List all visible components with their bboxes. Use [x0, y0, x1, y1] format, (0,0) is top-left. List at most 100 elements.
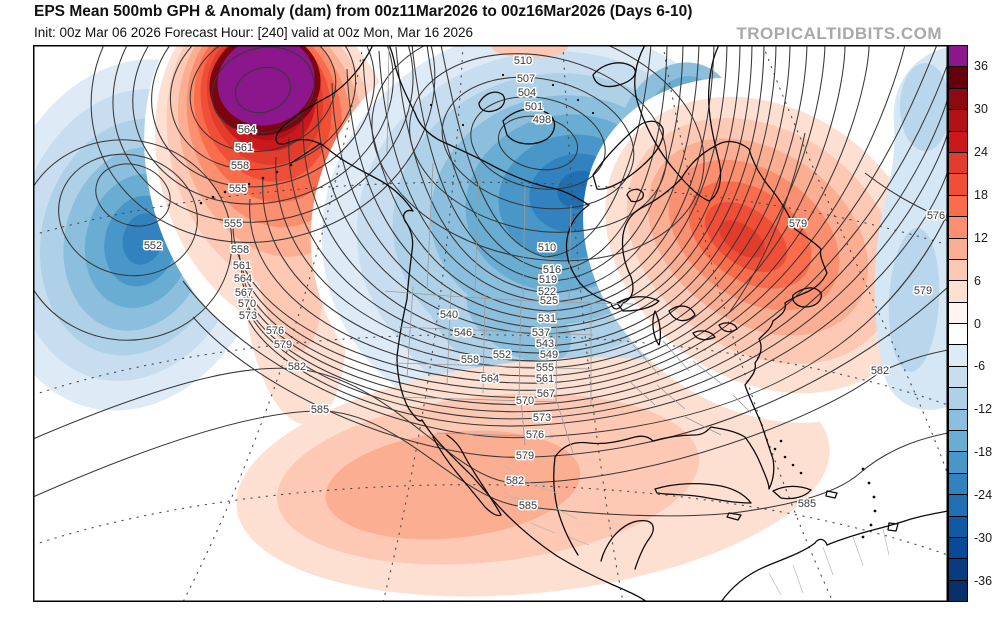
contour-label: 561	[235, 142, 253, 154]
contour-anomaly-map: 5105075045014985645615585555555585615645…	[0, 0, 953, 603]
colorbar-cell	[949, 472, 967, 495]
contour-label: 558	[231, 160, 249, 172]
contour-label: 582	[506, 475, 524, 487]
colorbar-tick-labels: 36 30 24 18 12 6 0 -6 -12 -18 -24 -30 -36	[972, 45, 1000, 602]
colorbar-cell	[949, 194, 967, 217]
contour-label: 579	[789, 218, 807, 230]
contour-label: 561	[233, 260, 251, 272]
colorbar-cell	[949, 323, 967, 345]
contour-label: 585	[798, 498, 816, 510]
colorbar-tick: -36	[974, 573, 993, 588]
colorbar-cell	[949, 237, 967, 259]
contour-label: 504	[518, 87, 536, 99]
contour-label: 555	[224, 218, 242, 230]
map-canvas: 510 507 504 501 498 564 561 558 555 555 558 561 564 5…	[0, 0, 953, 603]
anomaly-colorbar	[948, 45, 968, 602]
contour-label: 510	[514, 55, 532, 67]
contour-label: 498	[533, 114, 551, 126]
contour-label: 558	[461, 354, 479, 366]
contour-label: 561	[536, 373, 554, 385]
colorbar-cell	[949, 173, 967, 195]
page-title: EPS Mean 500mb GPH & Anomaly (dam) from …	[34, 3, 693, 20]
contour-label: 522	[538, 286, 556, 298]
colorbar-cell	[949, 130, 967, 152]
contour-label: 552	[493, 349, 511, 361]
colorbar-tick: 12	[974, 230, 988, 245]
contour-label: 582	[871, 365, 889, 377]
contour-label: 576	[526, 429, 544, 441]
contour-label: 525	[540, 295, 558, 307]
colorbar-tick: 36	[974, 59, 988, 74]
map-frame	[33, 45, 948, 602]
colorbar-tick: -30	[974, 530, 993, 545]
contour-label: 567	[235, 287, 253, 299]
init-forecast-subtitle: Init: 00z Mar 06 2026 Forecast Hour: [24…	[34, 25, 473, 40]
colorbar-cell	[949, 216, 967, 238]
contour-label: 552	[144, 240, 162, 252]
colorbar-cell	[949, 258, 967, 281]
colorbar-cell	[949, 579, 967, 602]
contour-label: 579	[516, 450, 534, 462]
contour-label: 519	[539, 274, 557, 286]
contour-label: 531	[538, 313, 556, 325]
colorbar-cell	[949, 87, 967, 110]
contour-label: 579	[274, 339, 292, 351]
colorbar-cell	[949, 280, 967, 302]
contour-label: 564	[481, 373, 499, 385]
colorbar-cell	[949, 151, 967, 174]
contour-label: 585	[311, 404, 329, 416]
contour-label: 501	[525, 101, 543, 113]
colorbar-tick: -12	[974, 402, 993, 417]
colorbar-cell	[949, 536, 967, 559]
contour-label: 564	[238, 124, 256, 136]
contour-label: 573	[533, 412, 551, 424]
colorbar-cell	[949, 46, 967, 67]
contour-label: 582	[288, 361, 306, 373]
colorbar-tick: 30	[974, 102, 988, 117]
colorbar-tick: 24	[974, 145, 988, 160]
contour-label: 543	[536, 338, 554, 350]
contour-label: 537	[532, 327, 550, 339]
contour-label: 573	[239, 310, 257, 322]
colorbar-tick: -24	[974, 487, 993, 502]
contour-label: 570	[516, 395, 534, 407]
contour-label: 570	[238, 298, 256, 310]
contour-label: 585	[519, 500, 537, 512]
contour-label: 567	[537, 388, 555, 400]
colorbar-cell	[949, 109, 967, 131]
state-borders	[384, 44, 752, 454]
watermark: TROPICALTIDBITS.COM	[736, 24, 942, 43]
contour-labels: 5105075045014985645615585555555585615645…	[142, 54, 946, 514]
contour-label: 540	[440, 309, 458, 321]
graticule	[32, 44, 949, 603]
colorbar-tick: 6	[974, 273, 981, 288]
colorbar-cell	[949, 408, 967, 431]
contour-label: 564	[234, 273, 252, 285]
contour-label: 549	[540, 349, 558, 361]
contour-label: 507	[517, 73, 535, 85]
contour-label: 576	[927, 210, 945, 222]
contour-label: 546	[454, 327, 472, 339]
contour-label: 576	[266, 325, 284, 337]
colorbar-tick: 0	[974, 316, 981, 331]
contour-label: 555	[536, 362, 554, 374]
contour-label: 579	[914, 285, 932, 297]
contour-label: 510	[538, 242, 556, 254]
colorbar-cell	[949, 344, 967, 366]
colorbar-tick: 18	[974, 187, 988, 202]
mexico-sa-borders	[502, 464, 890, 596]
colorbar-cell	[949, 515, 967, 537]
colorbar-cell	[949, 451, 967, 473]
contour-label: 558	[231, 244, 249, 256]
contour-label: 516	[543, 264, 561, 276]
colorbar-cell	[949, 301, 967, 324]
colorbar-cell	[949, 365, 967, 388]
island-dots	[199, 73, 877, 539]
colorbar-cell	[949, 494, 967, 516]
colorbar-cell	[949, 66, 967, 88]
colorbar-cell	[949, 430, 967, 452]
colorbar-cell	[949, 387, 967, 409]
colorbar-tick: -6	[974, 359, 986, 374]
coastlines	[275, 44, 949, 603]
